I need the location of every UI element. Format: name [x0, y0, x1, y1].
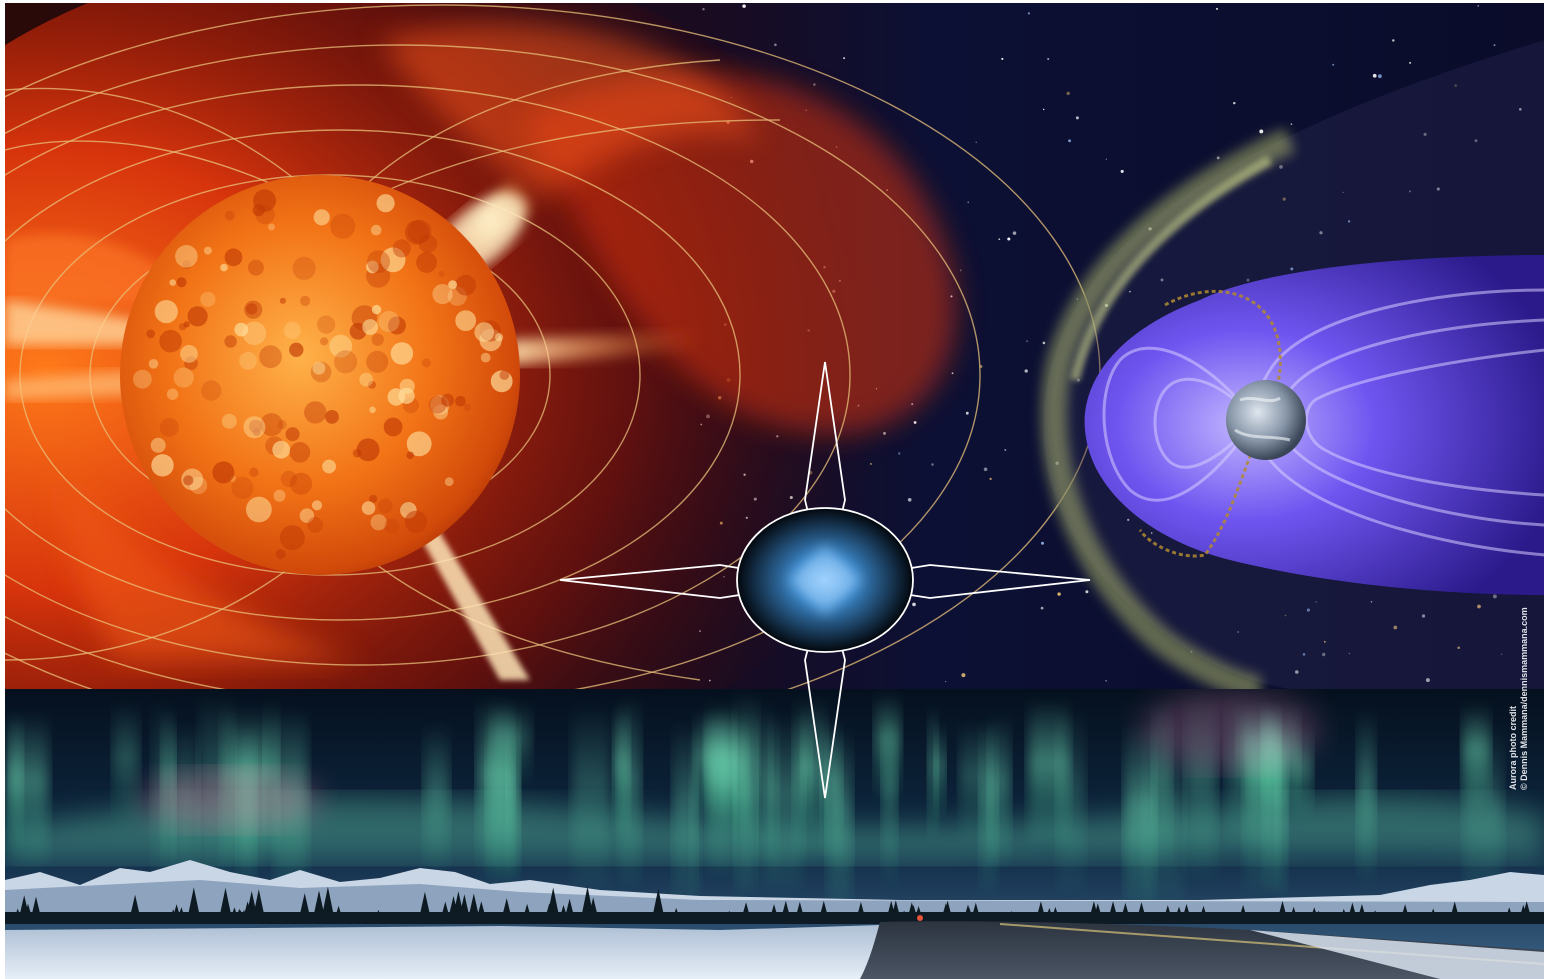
road	[860, 921, 1544, 979]
earth	[1226, 380, 1306, 460]
snowfield	[5, 925, 880, 979]
sun	[120, 175, 520, 575]
sun-surface-texture	[133, 189, 513, 560]
tree-line	[5, 886, 1544, 924]
compass-star-emblem	[559, 361, 1091, 799]
solar-wind-panel	[5, 3, 1544, 689]
credit-line-2: © Dennis Mammana/dennismammana.com	[1519, 607, 1529, 790]
aurora-panel	[5, 689, 1544, 979]
earth-magnetosphere	[1041, 40, 1544, 689]
credit-line-1: Aurora photo credit	[1508, 705, 1518, 790]
